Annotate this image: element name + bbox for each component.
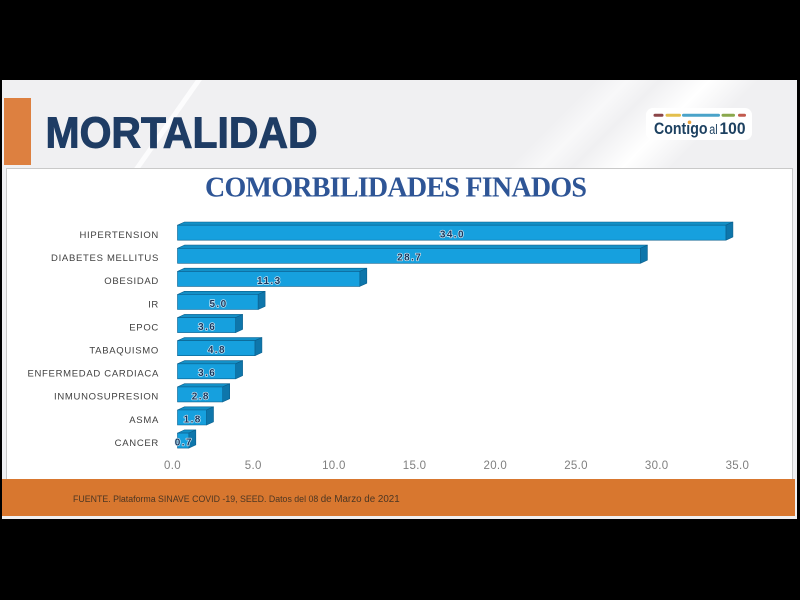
svg-text:IR: IR bbox=[148, 299, 159, 310]
svg-text:MORTALIDAD: MORTALIDAD bbox=[46, 109, 318, 158]
svg-text:20.0: 20.0 bbox=[484, 460, 508, 472]
svg-text:INMUNOSUPRESION: INMUNOSUPRESION bbox=[54, 392, 159, 403]
svg-text:0.7: 0.7 bbox=[175, 438, 193, 449]
svg-text:30.0: 30.0 bbox=[645, 460, 669, 472]
svg-text:DIABETES MELLITUS: DIABETES MELLITUS bbox=[51, 253, 159, 264]
svg-text:al: al bbox=[709, 122, 717, 137]
svg-text:HIPERTENSION: HIPERTENSION bbox=[80, 230, 160, 241]
svg-text:ASMA: ASMA bbox=[129, 415, 159, 426]
svg-text:EPOC: EPOC bbox=[129, 322, 159, 333]
svg-text:0.0: 0.0 bbox=[164, 460, 181, 472]
svg-text:10.0: 10.0 bbox=[322, 460, 346, 472]
svg-text:25.0: 25.0 bbox=[564, 460, 588, 472]
svg-text:Contıgo: Contıgo bbox=[654, 119, 708, 138]
svg-text:2.8: 2.8 bbox=[192, 391, 210, 402]
svg-text:1.8: 1.8 bbox=[184, 414, 202, 425]
svg-text:3.6: 3.6 bbox=[198, 322, 216, 333]
svg-text:CANCER: CANCER bbox=[115, 438, 159, 449]
svg-text:11.3: 11.3 bbox=[257, 276, 282, 287]
svg-text:TABAQUISMO: TABAQUISMO bbox=[89, 346, 159, 357]
svg-text:COMORBILIDADES FINADOS: COMORBILIDADES FINADOS bbox=[205, 173, 587, 204]
svg-text:34.0: 34.0 bbox=[440, 230, 465, 241]
svg-text:ENFERMEDAD CARDIACA: ENFERMEDAD CARDIACA bbox=[27, 369, 159, 380]
svg-text:OBESIDAD: OBESIDAD bbox=[104, 276, 159, 287]
svg-text:5.0: 5.0 bbox=[245, 460, 262, 472]
svg-text:3.6: 3.6 bbox=[198, 368, 216, 379]
svg-text:28.7: 28.7 bbox=[397, 253, 422, 264]
svg-text:15.0: 15.0 bbox=[403, 460, 427, 472]
svg-text:5.0: 5.0 bbox=[209, 299, 227, 310]
svg-text:100: 100 bbox=[720, 119, 746, 138]
svg-text:35.0: 35.0 bbox=[726, 460, 750, 472]
svg-text:4.8: 4.8 bbox=[208, 345, 226, 356]
